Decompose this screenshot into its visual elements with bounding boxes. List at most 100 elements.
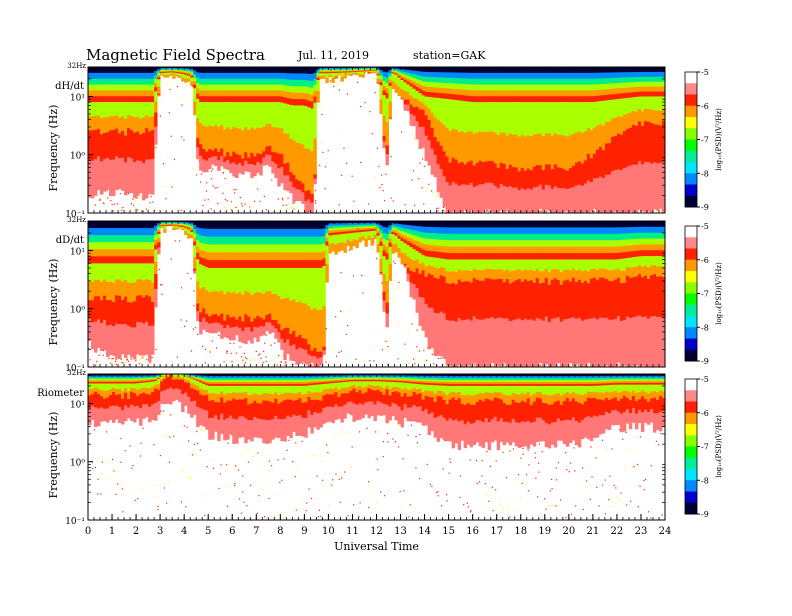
spectrogram-cell: [413, 240, 416, 245]
spectrogram-cell: [554, 234, 557, 241]
spectrogram-cell: [641, 250, 644, 256]
spectrogram-cell: [497, 234, 500, 241]
spectrogram-cell: [656, 87, 659, 92]
spectrogram-cell: [452, 100, 455, 129]
spectrogram-cell: [380, 273, 383, 275]
spectrogram-cell: [389, 221, 392, 226]
spectrogram-cell: [250, 90, 253, 96]
spectrogram-cell: [560, 96, 563, 102]
spectrogram-cell: [467, 67, 470, 73]
spectrogram-cell: [97, 102, 100, 116]
spectrogram-cell: [509, 234, 512, 241]
spectrogram-cell: [536, 318, 539, 367]
spectrogram-cell: [431, 275, 434, 308]
spectrogram-cell: [205, 102, 208, 127]
spectrogram-cell: [277, 268, 280, 296]
spectrogram-cell: [617, 78, 620, 84]
spectrogram-cell: [413, 249, 416, 261]
spectrogram-cell: [623, 67, 626, 73]
spectrogram-cell: [100, 73, 103, 79]
spectrogram-cell: [383, 292, 386, 301]
spectrogram-cell: [133, 327, 136, 359]
spectrogram-cell: [575, 79, 578, 85]
spectrogram-cell: [545, 317, 548, 365]
spectrogram-cell: [524, 190, 527, 214]
spectrogram-cell: [602, 150, 605, 178]
spectrogram-speckle: [181, 319, 182, 320]
spectrogram-cell: [530, 90, 533, 96]
spectrogram-cell: [241, 90, 244, 96]
spectrogram-cell: [211, 79, 214, 85]
spectrogram-cell: [220, 314, 223, 326]
spectrogram-cell: [641, 317, 644, 366]
spectrogram-cell: [527, 67, 530, 73]
spectrogram-cell: [196, 147, 199, 159]
spectrogram-cell: [244, 268, 247, 292]
spectrogram-cell: [139, 135, 142, 162]
spectrogram-cell: [286, 79, 289, 86]
spectrogram-cell: [488, 96, 491, 102]
spectrogram-cell: [268, 102, 271, 124]
spectrogram-cell: [425, 77, 428, 82]
spectrogram-cell: [584, 240, 587, 247]
spectrogram-cell: [151, 387, 154, 393]
spectrogram-cell: [316, 237, 319, 245]
spectrogram-cell: [319, 76, 322, 79]
spectrogram-cell: [428, 108, 431, 120]
spectrogram-cell: [277, 79, 280, 85]
spectrogram-cell: [202, 73, 205, 79]
spectrogram-speckle: [149, 362, 150, 363]
spectrogram-cell: [518, 227, 521, 234]
spectrogram-cell: [136, 406, 139, 419]
spectrogram-cell: [208, 126, 211, 150]
spectrogram-cell: [238, 252, 241, 260]
spectrogram-cell: [103, 118, 106, 134]
spectrogram-cell: [569, 85, 572, 91]
spectrogram-cell: [461, 95, 464, 101]
spectrogram-cell: [635, 165, 638, 213]
spectrogram-cell: [130, 96, 133, 102]
spectrogram-cell: [554, 73, 557, 79]
spectrogram-cell: [259, 293, 262, 318]
spectrogram-speckle: [252, 359, 253, 360]
spectrogram-cell: [238, 73, 241, 79]
spectrogram-cell: [127, 79, 130, 85]
spectrogram-cell: [572, 73, 575, 79]
spectrogram-cell: [416, 231, 419, 236]
spectrogram-cell: [217, 73, 220, 79]
spectrogram-cell: [656, 266, 659, 277]
spectrogram-cell: [292, 229, 295, 237]
spectrogram-cell: [109, 228, 112, 235]
spectrogram-cell: [590, 130, 593, 159]
spectrogram-cell: [386, 154, 389, 165]
spectrogram-speckle: [330, 80, 331, 81]
spectrogram-cell: [274, 221, 277, 229]
spectrogram-cell: [527, 135, 530, 169]
spectrogram-cell: [352, 239, 355, 246]
spectrogram-cell: [518, 73, 521, 79]
spectrogram-cell: [398, 239, 401, 249]
spectrogram-cell: [205, 79, 208, 85]
spectrogram-cell: [572, 102, 575, 134]
spectrogram-cell: [488, 85, 491, 91]
spectrogram-cell: [389, 118, 392, 119]
spectrogram-cell: [422, 81, 425, 86]
spectrogram-cell: [650, 87, 653, 92]
spectrogram-cell: [389, 230, 392, 235]
spectrogram-cell: [650, 233, 653, 239]
spectrogram-cell: [539, 319, 542, 363]
spectrogram-cell: [431, 67, 434, 72]
spectrogram-cell: [632, 87, 635, 92]
spectrogram-speckle: [339, 129, 340, 130]
spectrogram-cell: [307, 237, 310, 245]
spectrogram-cell: [620, 83, 623, 89]
spectrogram-cell: [653, 96, 656, 110]
spectrogram-cell: [593, 247, 596, 254]
colorbar-tick-label: -8: [701, 169, 709, 178]
spectrogram-cell: [656, 77, 659, 82]
spectrogram-speckle: [419, 350, 420, 351]
spectrogram-cell: [458, 73, 461, 79]
spectrogram-cell: [530, 240, 533, 247]
spectrogram-cell: [373, 235, 376, 240]
spectrogram-cell: [431, 221, 434, 227]
